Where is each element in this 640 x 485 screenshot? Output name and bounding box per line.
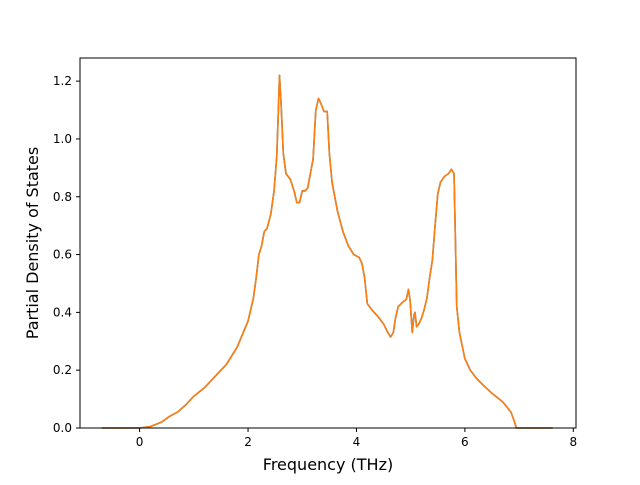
plot-frame: [79, 57, 577, 429]
x-axis-label: Frequency (THz): [263, 455, 393, 474]
y-tick-label: 1.0: [53, 132, 72, 146]
x-tick-label: 6: [461, 435, 469, 449]
x-tick-label: 4: [353, 435, 361, 449]
y-tick-label: 1.2: [53, 74, 72, 88]
x-tick-label: 0: [136, 435, 144, 449]
x-tick-label: 8: [569, 435, 577, 449]
y-tick-label: 0.0: [53, 421, 72, 435]
x-tick-label: 2: [244, 435, 252, 449]
y-tick-label: 0.4: [53, 305, 72, 319]
series-layer: [101, 74, 553, 429]
series-line-2: [101, 74, 553, 429]
tick-layer: 0 2 4 6 8 0.0 0.2 0.4 0.6 0.8 1.0 1.2: [53, 74, 577, 449]
y-axis-label: Partial Density of States: [23, 147, 42, 339]
y-tick-label: 0.8: [53, 190, 72, 204]
y-tick-label: 0.2: [53, 363, 72, 377]
y-tick-label: 0.6: [53, 248, 72, 262]
